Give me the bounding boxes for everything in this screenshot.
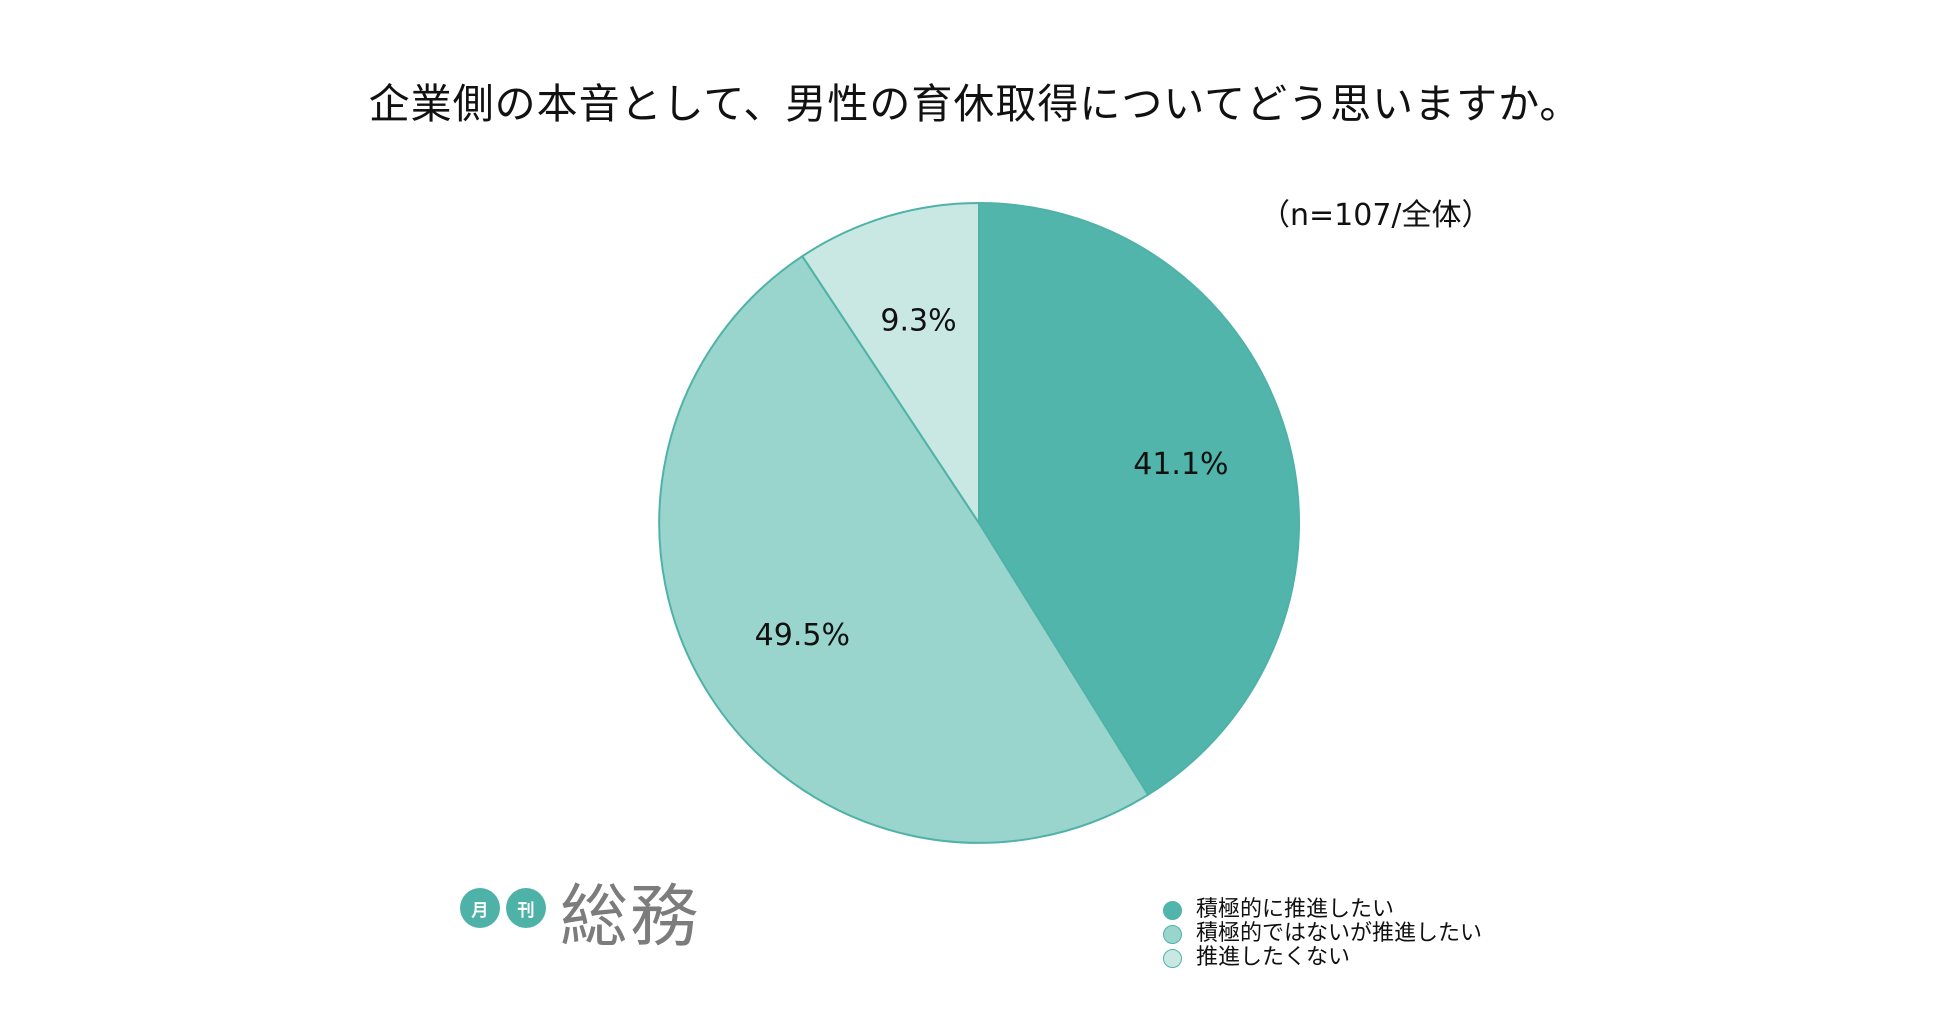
logo-circle-getsu: 月 xyxy=(460,888,500,928)
sample-size-note: （n=107/全体） xyxy=(1260,198,1492,233)
legend-label-1: 積極的に推進したい xyxy=(1196,897,1395,922)
legend-item-1: 積極的に推進したい xyxy=(1163,898,1482,922)
legend-label-3: 推進したくない xyxy=(1196,945,1351,970)
legend-swatch-2 xyxy=(1163,924,1182,944)
pie-slice-2 xyxy=(658,255,1150,844)
pie-slice-1 xyxy=(978,202,1300,796)
pie-slice-label-2: 49.5% xyxy=(755,618,850,653)
logo-wordmark: 総務 xyxy=(560,878,701,957)
chart-title: 企業側の本音として、男性の育休取得についてどう思いますか。 xyxy=(368,80,1582,128)
legend-item-2: 積極的ではないが推進したい xyxy=(1163,922,1482,946)
legend-item-3: 推進したくない xyxy=(1163,946,1482,970)
pie-slice-label-3: 9.3% xyxy=(880,303,956,338)
legend-label-2: 積極的ではないが推進したい xyxy=(1196,921,1483,946)
pie-slice-3 xyxy=(801,202,980,524)
logo-circle-kan: 刊 xyxy=(506,888,546,928)
legend: 積極的に推進したい 積極的ではないが推進したい 推進したくない xyxy=(1163,898,1482,970)
legend-swatch-3 xyxy=(1163,948,1182,968)
legend-swatch-1 xyxy=(1163,900,1182,920)
gekkan-somu-logo: 月 刊 総務 xyxy=(460,878,700,958)
pie-slice-label-1: 41.1% xyxy=(1133,447,1228,482)
